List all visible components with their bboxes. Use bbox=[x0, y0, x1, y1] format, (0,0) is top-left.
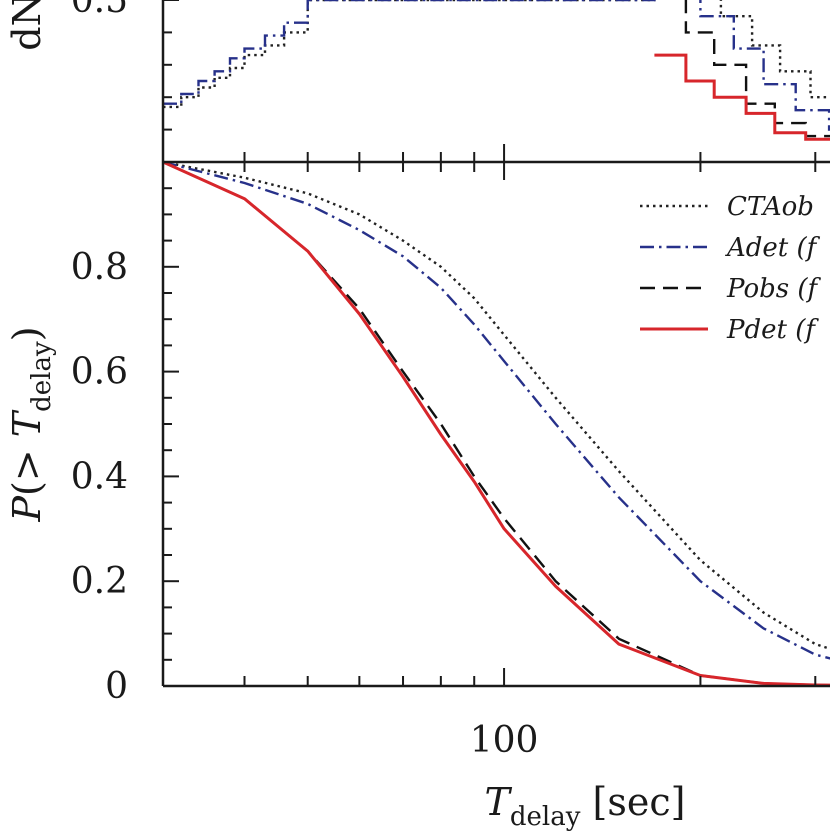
legend: CTAob Adet (f Pobs (f Pdet (f bbox=[640, 192, 821, 345]
bottom-series-adet bbox=[163, 162, 830, 660]
top-series-ctaobs bbox=[163, 0, 830, 109]
top-panel-series bbox=[163, 0, 830, 141]
bottom-panel-series bbox=[163, 162, 830, 686]
labels: 0 0.2 0.4 0.6 0.8 0.5 100 Tdelay [sec] P(> Tdela… bbox=[5, 0, 685, 832]
top-y-axis-title: dN bbox=[5, 0, 49, 51]
y-tick-label: 0.4 bbox=[71, 456, 128, 497]
y-axis-title: P(> Tdelay) bbox=[5, 326, 57, 522]
top-y-tick-label: 0.5 bbox=[71, 0, 128, 21]
top-series-pdet bbox=[654, 53, 830, 141]
top-series-adet bbox=[163, 0, 830, 131]
bottom-series-pdet bbox=[163, 162, 830, 686]
y-tick-label: 0 bbox=[105, 666, 128, 707]
legend-label-pdet: Pdet (f bbox=[726, 315, 819, 345]
x-axis-title: Tdelay [sec] bbox=[485, 780, 686, 832]
top-series-pobs bbox=[684, 0, 830, 138]
legend-label-pobs: Pobs (f bbox=[726, 274, 821, 304]
x-tick-label: 100 bbox=[470, 720, 539, 761]
axes bbox=[161, 0, 830, 688]
y-tick-label: 0.8 bbox=[71, 247, 128, 288]
y-tick-label: 0.2 bbox=[71, 561, 128, 602]
y-tick-label: 0.6 bbox=[71, 352, 128, 393]
legend-label-ctaobs: CTAob bbox=[727, 192, 814, 222]
legend-label-adet: Adet (f bbox=[725, 233, 821, 263]
